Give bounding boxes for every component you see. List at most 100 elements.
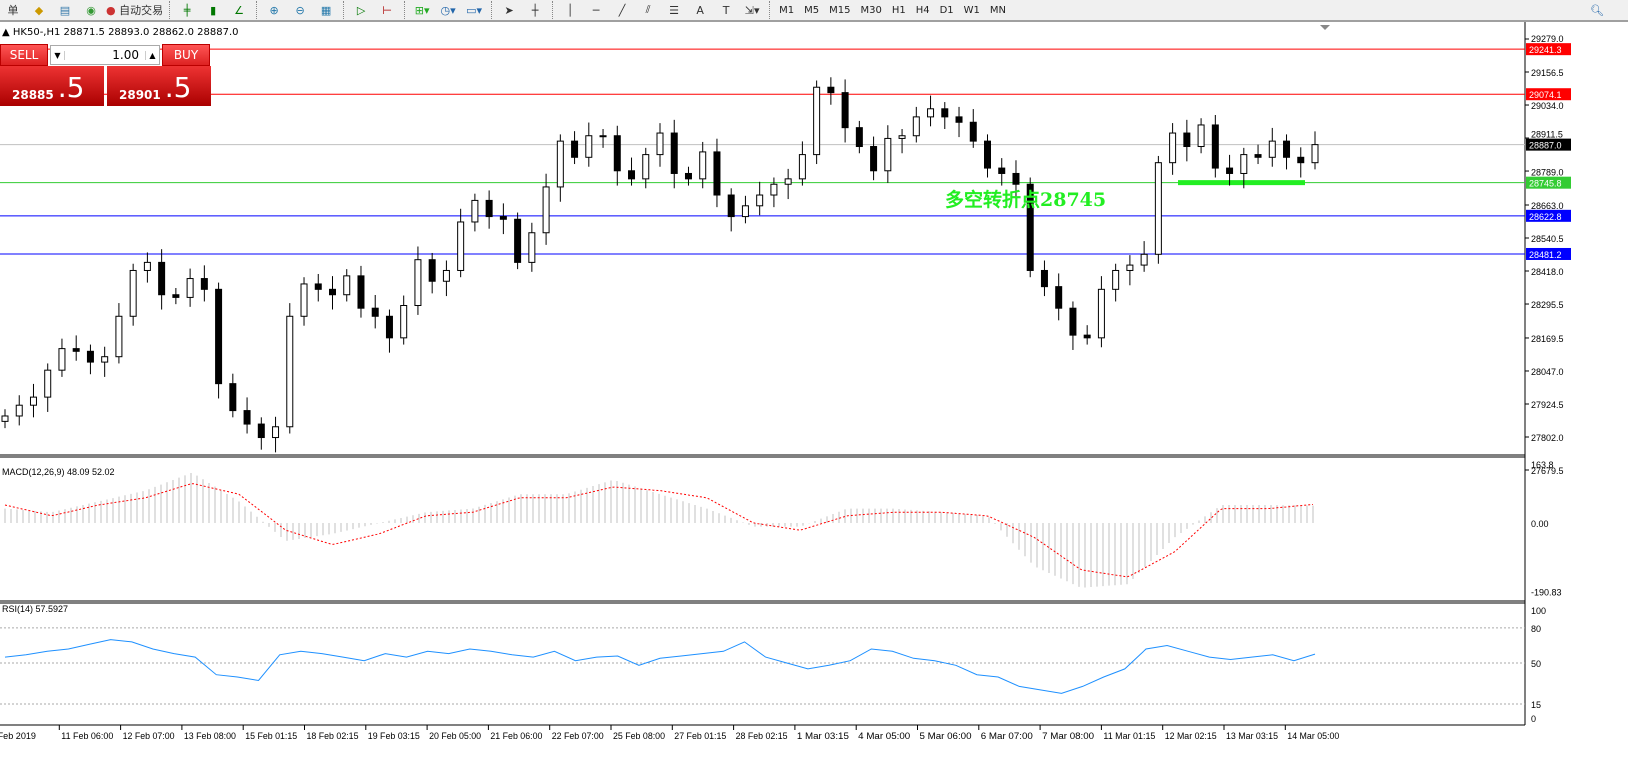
autoscroll-icon[interactable]: ▷ [356, 3, 366, 17]
level-price-badge [1526, 247, 1571, 260]
signal-icon[interactable]: ◉ [86, 3, 96, 17]
timeframe-H1[interactable]: H1 [891, 4, 906, 16]
x-tick-label: 11 Mar 01:15 [1103, 731, 1155, 741]
bull-candle [186, 278, 194, 298]
bull-candle [1169, 132, 1177, 164]
bull-candle [400, 305, 408, 339]
timeframe-M30[interactable]: M30 [860, 4, 882, 16]
bear-candle [158, 261, 166, 296]
rsi-tick-label: 100 [1531, 606, 1546, 616]
candle-chart-icon[interactable]: ▮ [210, 3, 217, 17]
bull-candle [15, 404, 23, 417]
bull-candle [599, 135, 607, 138]
rsi-tick-label: 80 [1531, 624, 1541, 634]
lot-increase-button[interactable]: ▲ [145, 50, 159, 60]
bull-candle [1240, 154, 1248, 174]
new-order-label[interactable]: 单 [7, 4, 19, 17]
timeframe-H4[interactable]: H4 [915, 4, 930, 16]
level-price-label: 29241.3 [1529, 45, 1562, 55]
lot-decrease-button[interactable]: ▼ [51, 50, 65, 60]
arrows-icon[interactable]: ⇲▾ [744, 3, 760, 17]
cursor-icon[interactable]: ➤ [504, 3, 514, 17]
lot-input[interactable]: ▼ 1.00 ▲ [50, 45, 160, 65]
level-price-label: 28887.0 [1529, 141, 1562, 151]
bear-candle [727, 194, 735, 218]
buy-button[interactable]: BUY [162, 44, 210, 66]
x-tick-label: 11 Feb 06:00 [61, 731, 113, 741]
bull-candle [58, 348, 66, 371]
timeframe-MN[interactable]: MN [989, 4, 1007, 16]
bear-candle [855, 127, 863, 148]
y-tick-label: 28663.0 [1531, 201, 1564, 211]
templates-icon[interactable]: ▭▾ [466, 3, 483, 17]
bear-candle [870, 146, 878, 172]
timeframe-W1[interactable]: W1 [963, 4, 980, 16]
zoom-out-icon[interactable]: ⊖ [295, 3, 305, 17]
bull-candle [927, 108, 935, 118]
level-price-label: 28622.8 [1529, 212, 1562, 222]
y-tick-label: 28789.0 [1531, 168, 1564, 178]
separator [769, 1, 771, 19]
text-icon[interactable]: A [696, 3, 704, 17]
symbol-ohlc: HK50-,H1 28871.5 28893.0 28862.0 28887.0 [12, 27, 239, 38]
bear-candle [257, 423, 265, 439]
toolbar: 单 ◆ ▤ ◉ ● 自动交易 ╪ ▮ ∠ ⊕ ⊖ ▦ ▷ ⊢ ⊞▾ ◷▾ ▭▾ … [0, 0, 1628, 22]
lot-value[interactable]: 1.00 [112, 48, 139, 62]
shift-icon[interactable]: ⊢ [382, 3, 392, 17]
buy-price[interactable]: 28901.5 [107, 66, 211, 106]
x-tick-label: 13 Feb 08:00 [184, 731, 236, 741]
bear-candle [200, 278, 208, 290]
bear-candle [1026, 183, 1034, 271]
buy-price-pips: .5 [164, 71, 192, 104]
x-tick-label: 18 Feb 02:15 [307, 731, 359, 741]
fibo-icon[interactable]: ⫽ [645, 3, 651, 16]
gold-icon[interactable]: ◆ [34, 3, 44, 17]
bull-candle [471, 199, 479, 223]
line-chart-icon[interactable]: ∠ [234, 3, 245, 17]
bar-chart-icon[interactable]: ╪ [183, 3, 191, 17]
bear-candle [243, 410, 251, 425]
annotation-text: 多空转折点28745 [945, 189, 1107, 211]
chart-shift-marker [1320, 25, 1330, 30]
x-tick-label: 1 Mar 03:15 [797, 731, 849, 741]
bull-candle [884, 137, 892, 172]
sell-button[interactable]: SELL [0, 44, 48, 66]
sell-price[interactable]: 28885.5 [0, 66, 104, 106]
tile-icon[interactable]: ▦ [320, 3, 332, 17]
bear-candle [984, 140, 991, 169]
collapse-icon[interactable]: ▲ [2, 27, 10, 38]
bear-candle [670, 132, 678, 174]
search-icon[interactable]: 🔍︎ [1590, 3, 1604, 17]
vline-icon[interactable]: │ [566, 3, 574, 17]
market-watch-icon[interactable]: ▤ [59, 3, 71, 17]
x-tick-label: 12 Mar 02:15 [1165, 731, 1217, 741]
label-icon[interactable]: T [722, 3, 730, 17]
autotrading-button[interactable]: ● 自动交易 [106, 0, 163, 20]
bull-candle [813, 86, 821, 156]
macd-tick-label: 0.00 [1531, 519, 1549, 529]
y-tick-label: 28911.5 [1531, 130, 1563, 140]
y-tick-label: 29156.5 [1531, 68, 1564, 78]
timeframe-M5[interactable]: M5 [804, 4, 820, 16]
hline-icon[interactable]: ─ [592, 3, 600, 17]
crosshair-icon[interactable]: ┼ [531, 3, 539, 17]
indicators-icon[interactable]: ⊞▾ [414, 3, 430, 17]
bear-candle [1012, 172, 1020, 185]
symbol-info: ▲ HK50-,H1 28871.5 28893.0 28862.0 28887… [2, 27, 239, 38]
fibo-fan-icon[interactable]: ☰ [669, 3, 680, 17]
trendline-icon[interactable]: ╱ [618, 3, 626, 17]
bear-candle [1183, 132, 1191, 148]
chart-area[interactable]: 29279.0 29156.5 29034.0 28911.5 28789.0 28663… [0, 22, 1628, 769]
bull-candle [699, 151, 707, 180]
timeframe-M1[interactable]: M1 [779, 4, 795, 16]
buy-price-main: 28901 [119, 88, 161, 102]
zoom-in-icon[interactable]: ⊕ [269, 3, 279, 17]
one-click-trading-panel: SELL ▼ 1.00 ▲ BUY 28885.5 28901.5 [0, 44, 211, 106]
bear-candle [72, 348, 80, 352]
sell-price-main: 28885 [12, 88, 54, 102]
bull-candle [343, 275, 351, 296]
periods-icon[interactable]: ◷▾ [440, 3, 456, 17]
timeframe-M15[interactable]: M15 [829, 4, 851, 16]
timeframe-D1[interactable]: D1 [939, 4, 954, 16]
bull-candle [457, 221, 465, 271]
